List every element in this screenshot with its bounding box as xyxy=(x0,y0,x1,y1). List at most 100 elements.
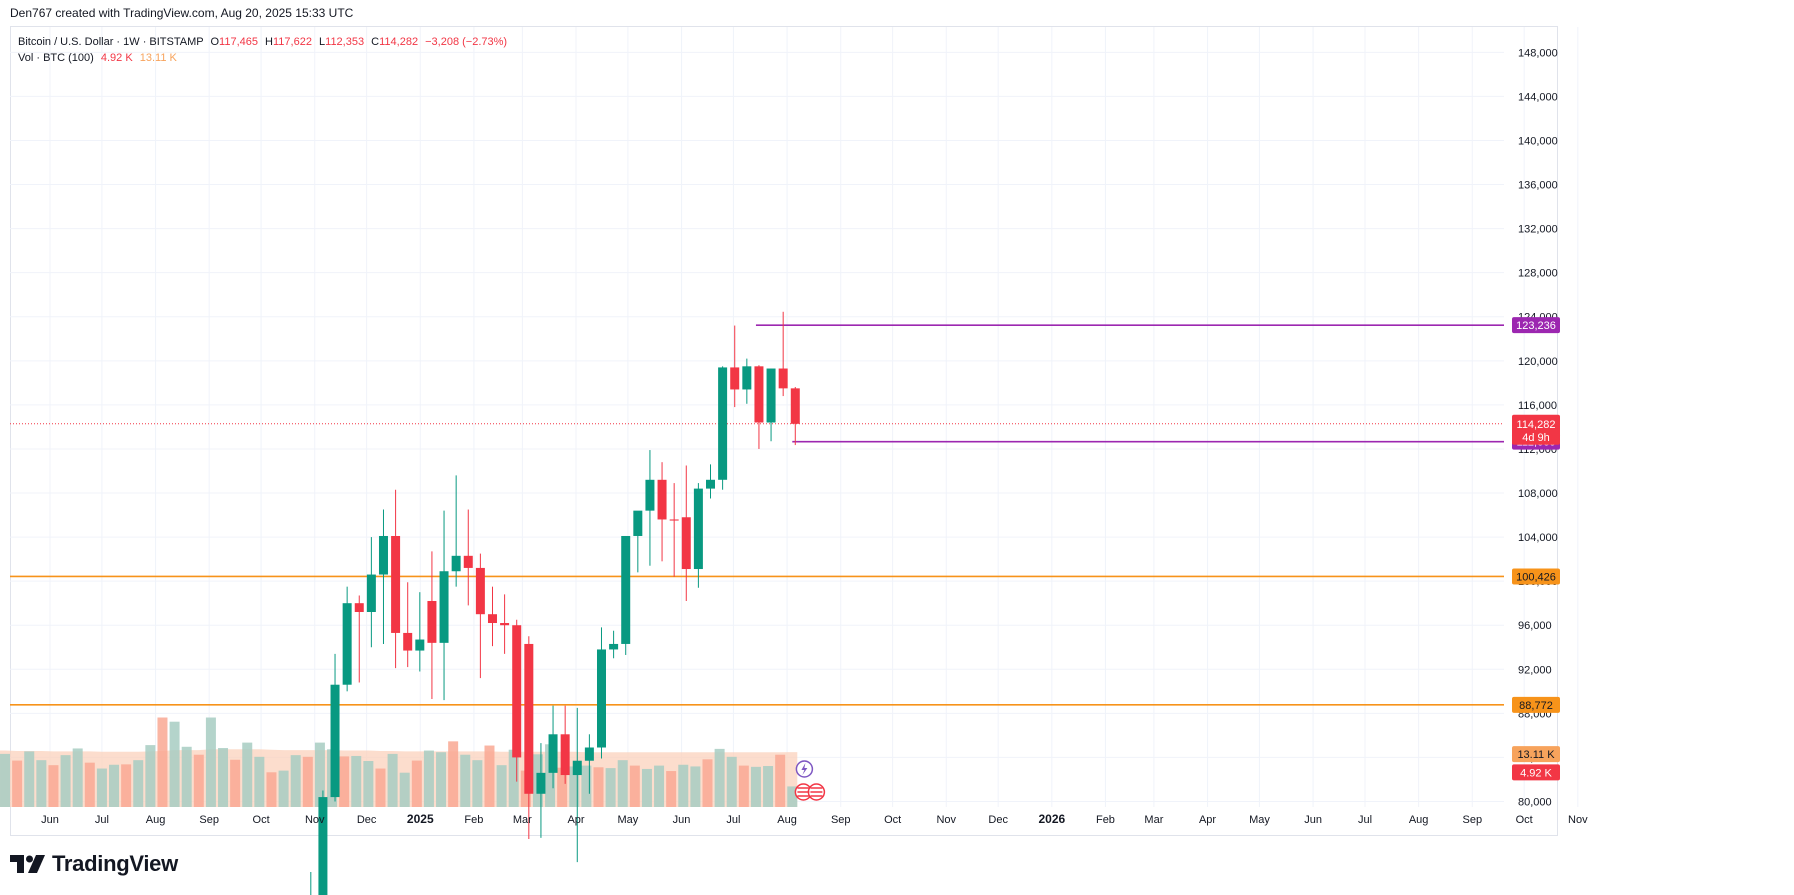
volume-bar xyxy=(472,760,483,807)
time-tick-label: Aug xyxy=(1409,814,1429,826)
volume-bar xyxy=(121,764,132,807)
price-tick-label: 120,000 xyxy=(1518,356,1558,368)
candle-body xyxy=(584,747,594,761)
volume-bar xyxy=(109,764,120,807)
candle-body xyxy=(439,571,449,643)
time-tick-label: Dec xyxy=(357,814,377,826)
time-tick-label: Nov xyxy=(936,814,956,826)
candle-body xyxy=(500,623,510,626)
volume-ma-value: 13.11 K xyxy=(139,52,177,64)
volume-bar xyxy=(266,772,277,807)
volume-bar xyxy=(60,755,71,807)
time-tick-label: Jul xyxy=(1358,814,1372,826)
volume-title[interactable]: Vol · BTC (100) xyxy=(18,52,94,64)
volume-bar xyxy=(48,765,59,807)
candle-body xyxy=(560,734,570,776)
close-value: 114,282 xyxy=(379,36,419,48)
attribution-text: Den767 created with TradingView.com, Aug… xyxy=(10,6,354,20)
volume-bar xyxy=(750,766,761,807)
volume-bar xyxy=(314,742,325,807)
time-tick-label: Jun xyxy=(1304,814,1322,826)
candle-body xyxy=(621,535,631,644)
volume-bar xyxy=(617,760,628,807)
symbol-title[interactable]: Bitcoin / U.S. Dollar · 1W · BITSTAMP xyxy=(18,36,204,48)
candle-body xyxy=(742,366,752,390)
time-tick-label: May xyxy=(618,814,639,826)
volume-bar xyxy=(351,755,362,807)
candle-body xyxy=(730,367,740,390)
candle-body xyxy=(427,600,437,643)
volume-bar xyxy=(448,741,459,807)
candle-body xyxy=(536,772,546,794)
volume-bar xyxy=(484,745,495,807)
candle-body xyxy=(391,535,401,633)
price-tick-label: 128,000 xyxy=(1518,268,1558,280)
volume-bar xyxy=(460,754,471,807)
time-tick-label: Jul xyxy=(95,814,109,826)
volume-bar xyxy=(775,754,786,807)
volume-bar xyxy=(387,753,398,807)
time-tick-label: 2026 xyxy=(1038,812,1065,826)
volume-bar xyxy=(436,752,447,807)
candle-body xyxy=(766,368,776,423)
volume-bar xyxy=(145,745,156,807)
volume-value: 4.92 K xyxy=(100,52,133,64)
time-tick-label: Aug xyxy=(777,814,797,826)
candle-body xyxy=(378,535,388,575)
price-tick-label: 108,000 xyxy=(1518,488,1558,500)
candle-body xyxy=(778,368,788,389)
candle-body xyxy=(475,567,485,615)
candle-body xyxy=(354,603,364,612)
tradingview-logo-icon xyxy=(10,855,45,873)
price-tick-label: 104,000 xyxy=(1518,532,1558,544)
volume-bar xyxy=(399,772,410,807)
volume-ma-badge: 13.11 K xyxy=(1517,749,1555,761)
time-tick-label: 2025 xyxy=(407,812,434,826)
volume-bar xyxy=(787,786,798,807)
candle-body xyxy=(657,479,667,520)
current-price-badge-bg xyxy=(1512,414,1560,445)
level-badge: 100,426 xyxy=(1516,571,1556,583)
time-tick-label: May xyxy=(1249,814,1270,826)
volume-bar xyxy=(423,750,434,807)
tradingview-logo[interactable]: TradingView xyxy=(10,851,178,877)
time-tick-label: Jun xyxy=(673,814,691,826)
volume-badge: 4.92 K xyxy=(1520,767,1552,779)
time-tick-label: Sep xyxy=(1462,814,1482,826)
horizontal-levels xyxy=(10,324,1504,706)
time-tick-label: Dec xyxy=(988,814,1008,826)
high-value: 117,622 xyxy=(273,36,312,48)
candle-body xyxy=(669,519,679,521)
candle-body xyxy=(609,643,619,650)
time-axis: Jun Jul Aug Sep Oct Nov Dec 2025 Feb Mar Apr May Jun… xyxy=(41,812,1588,826)
volume-bar xyxy=(641,768,652,807)
volume-bar xyxy=(242,742,253,807)
volume-bar xyxy=(181,746,192,807)
volume-bar xyxy=(375,768,386,807)
candle-body xyxy=(415,639,425,651)
volume-bar xyxy=(411,760,422,807)
candle-body xyxy=(524,643,534,794)
price-tick-label: 96,000 xyxy=(1518,620,1552,632)
price-tick-label: 136,000 xyxy=(1518,180,1558,192)
level-badge: 123,236 xyxy=(1516,320,1556,332)
candles xyxy=(310,311,800,895)
volume-bar xyxy=(157,717,168,807)
candle-body xyxy=(342,603,352,685)
volume-bar xyxy=(84,762,95,807)
volume-bar xyxy=(678,764,689,807)
open-label: O xyxy=(210,36,220,48)
candle-body xyxy=(487,614,497,624)
candle-body xyxy=(512,625,522,758)
volume-bar xyxy=(581,765,592,807)
time-tick-label: Apr xyxy=(1199,814,1216,826)
time-tick-label: Sep xyxy=(199,814,219,826)
time-tick-label: Apr xyxy=(567,814,584,826)
event-markers xyxy=(794,760,826,801)
candle-body xyxy=(451,555,461,572)
candle-body xyxy=(681,517,691,570)
volume-bar xyxy=(254,756,265,807)
volume-bar xyxy=(702,759,713,807)
